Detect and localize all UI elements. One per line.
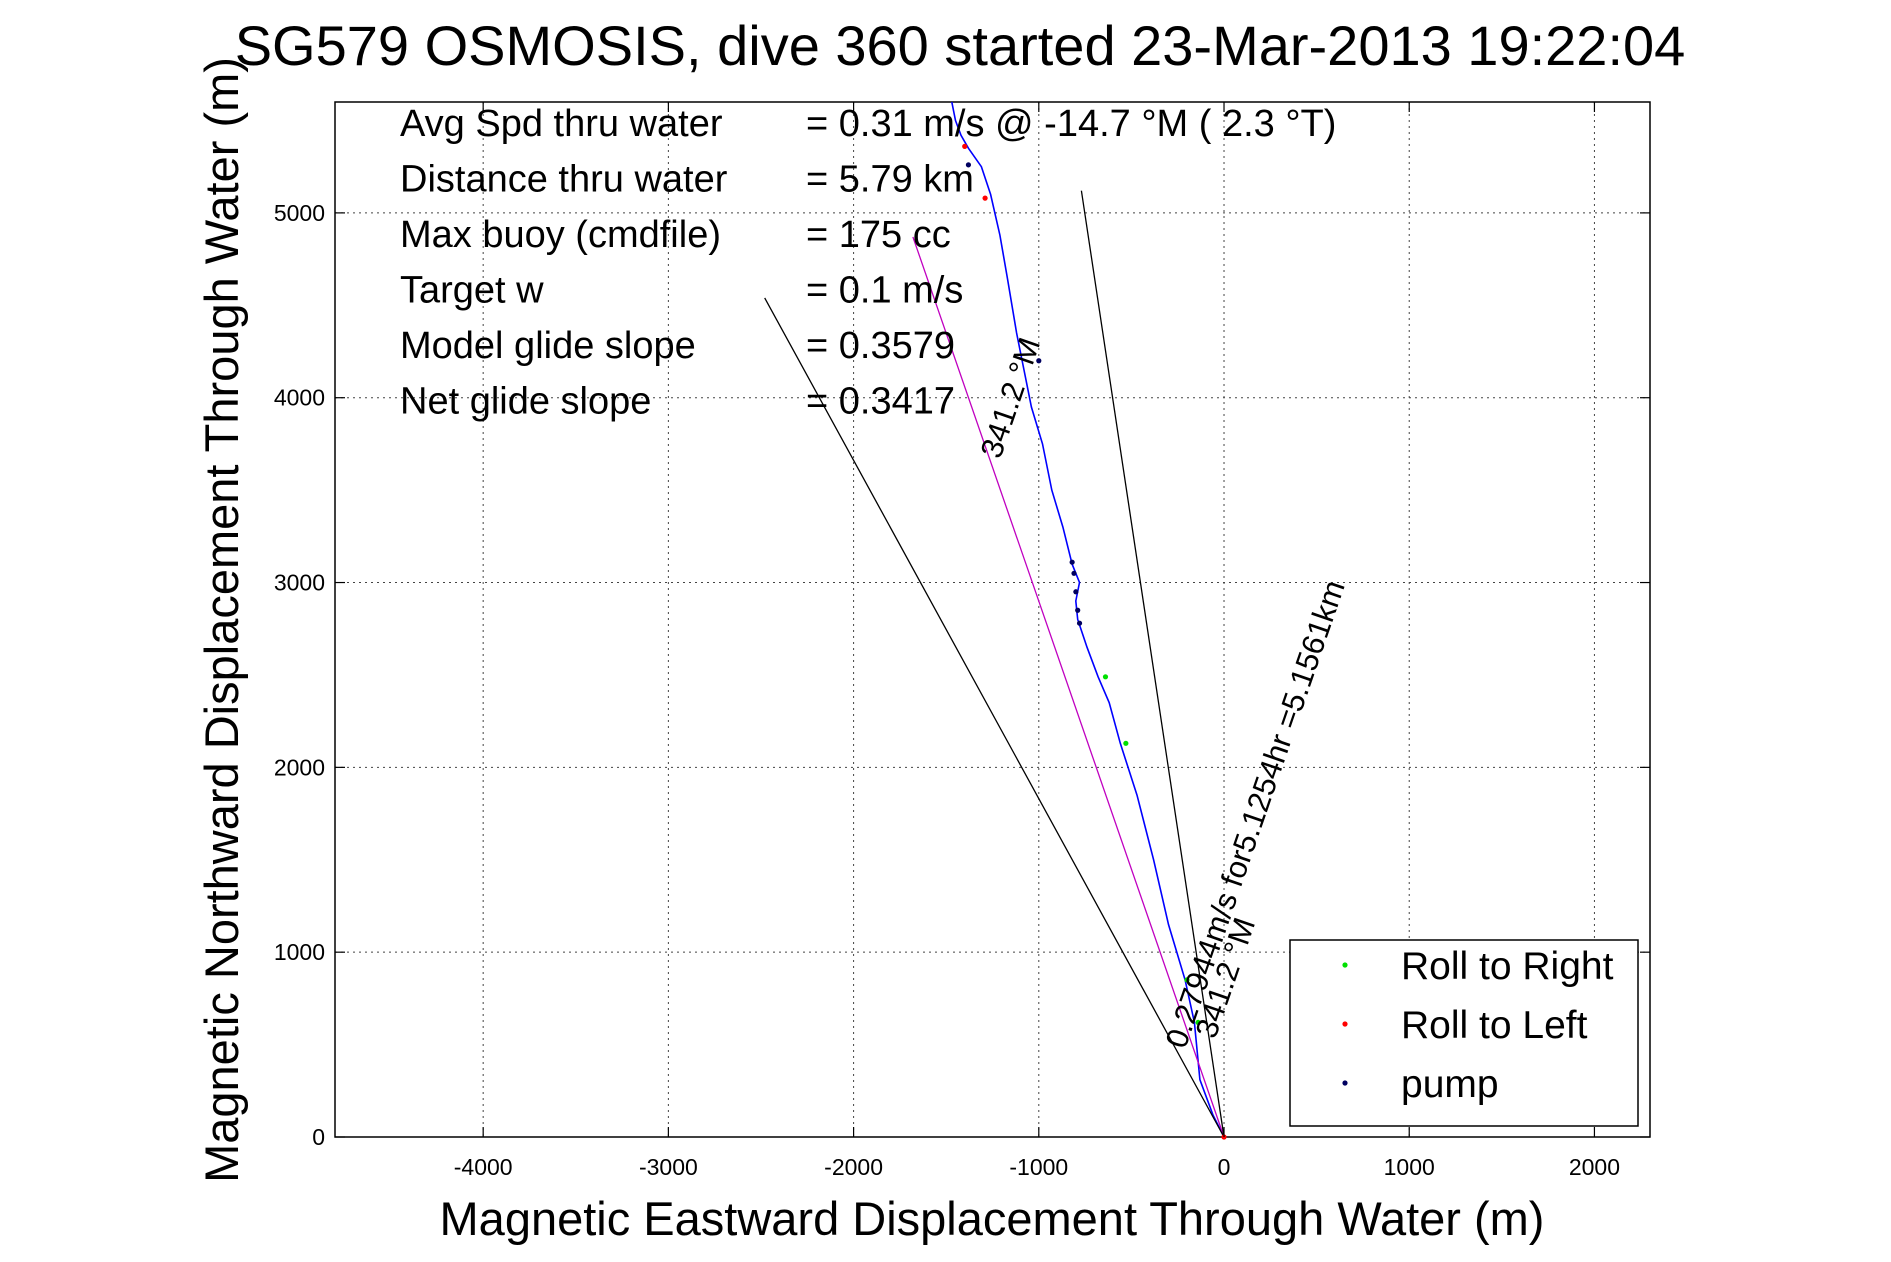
marker-roll-to-right (1102, 674, 1109, 680)
legend-label: pump (1401, 1063, 1499, 1106)
info-value: = 175 cc (806, 214, 951, 256)
legend-label: Roll to Left (1401, 1004, 1588, 1047)
marker-roll-to-right (1123, 740, 1129, 746)
marker-roll-to-left (962, 143, 968, 149)
x-tick-label: -1000 (1009, 1154, 1068, 1180)
marker-pump (1071, 570, 1077, 576)
series-bound-left (764, 297, 1225, 1138)
info-label: Net glide slope (400, 381, 651, 423)
legend-marker (1342, 1021, 1348, 1027)
marker-pump (1073, 589, 1079, 595)
marker-roll-to-right (1195, 1019, 1201, 1026)
x-tick-label: 1000 (1384, 1154, 1435, 1180)
legend: Roll to Right Roll to Left pump (1289, 939, 1639, 1127)
series-bound-right (1080, 190, 1225, 1138)
y-tick-label: 5000 (274, 200, 325, 226)
info-label: Max buoy (cmdfile) (400, 214, 721, 256)
info-value: = 0.3579 (806, 325, 955, 367)
legend-items: Roll to Right Roll to Left pump (1342, 945, 1614, 1106)
info-block: Avg Spd thru water = 0.31 m/s @ -14.7 °M … (400, 103, 1336, 423)
info-label: Model glide slope (400, 325, 696, 367)
info-label: Avg Spd thru water (400, 103, 723, 145)
series-layer (764, 101, 1227, 1140)
y-tick-label: 2000 (274, 754, 325, 780)
chart-title: SG579 OSMOSIS, dive 360 started 23-Mar-2… (235, 14, 1686, 77)
y-tick-label: 1000 (274, 939, 325, 965)
legend-box (1289, 939, 1639, 1127)
x-tick-label: 0 (1218, 1154, 1231, 1180)
y-axis-label: Magnetic Northward Displacement Through … (195, 57, 248, 1183)
info-value: = 0.31 m/s @ -14.7 °M ( 2.3 °T) (806, 103, 1336, 145)
marker-pump (1069, 559, 1075, 565)
x-tick-label: -3000 (639, 1154, 698, 1180)
x-axis-label: Magnetic Eastward Displacement Through W… (440, 1192, 1545, 1245)
marker-pump (1036, 358, 1042, 364)
info-value: = 0.1 m/s (806, 270, 963, 312)
x-tick-label: -2000 (824, 1154, 883, 1180)
marker-roll-to-right (1184, 977, 1190, 983)
marker-pump (1075, 607, 1081, 613)
marker-pump (1076, 620, 1083, 626)
x-tick-label: 2000 (1569, 1154, 1620, 1180)
info-label: Distance thru water (400, 159, 728, 201)
marker-roll-to-left (982, 195, 988, 201)
series-model-track (912, 236, 1225, 1138)
legend-label: Roll to Right (1401, 945, 1614, 988)
info-label: Target w (400, 270, 544, 312)
grid (335, 102, 1650, 1138)
info-value: = 0.3417 (806, 381, 955, 423)
y-tick-label: 3000 (274, 570, 325, 596)
marker-pump (965, 162, 972, 168)
x-tick-label: -4000 (454, 1154, 513, 1180)
y-tick-label: 4000 (274, 385, 325, 411)
plot-area (334, 101, 1651, 1138)
info-value: = 5.79 km (806, 159, 974, 201)
ticks-layer: -4000 -3000 -2000 -1000 0 1000 2000 0 1000 2000 30… (274, 102, 1650, 1180)
legend-marker (1342, 1080, 1348, 1086)
y-tick-label: 0 (312, 1124, 325, 1150)
legend-marker (1342, 962, 1348, 968)
